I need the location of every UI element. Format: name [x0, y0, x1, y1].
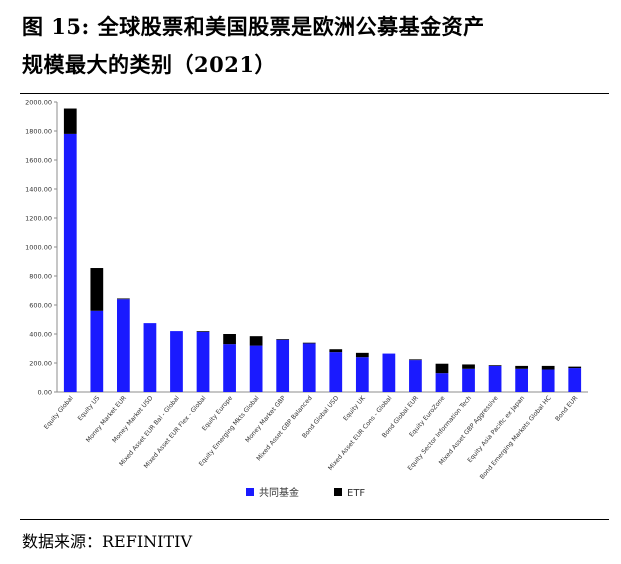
bar-etf-1 [90, 268, 104, 311]
source-divider [20, 519, 609, 520]
bar-etf-7 [249, 336, 263, 346]
bar-etf-2 [117, 298, 130, 300]
bar-mutual-fund-8 [276, 339, 290, 392]
y-tick-label: 800.00 [29, 273, 52, 281]
bar-mutual-fund-13 [409, 360, 422, 392]
bar-etf-15 [462, 364, 475, 369]
x-tick-label: Equity Global [43, 395, 75, 431]
y-tick-label: 200.00 [29, 360, 52, 368]
bar-mutual-fund-1 [90, 310, 104, 392]
bar-mutual-fund-11 [355, 357, 369, 392]
bar-etf-0 [63, 108, 77, 134]
bar-etf-10 [329, 349, 343, 353]
bar-etf-6 [223, 334, 236, 345]
bar-etf-19 [568, 366, 582, 369]
bar-etf-8 [276, 339, 290, 340]
y-tick-label: 1600.00 [25, 157, 52, 165]
bar-etf-18 [541, 365, 555, 370]
bar-mutual-fund-4 [170, 331, 183, 392]
bar-etf-13 [409, 359, 422, 361]
y-tick-label: 0.00 [38, 389, 52, 397]
bar-etf-5 [196, 331, 210, 332]
x-tick-label: Bond EUR [554, 394, 579, 422]
bars [63, 108, 582, 392]
legend-swatch-etf [334, 488, 342, 496]
y-tick-label: 1000.00 [25, 244, 52, 252]
bar-mutual-fund-0 [63, 133, 77, 392]
stacked-bar-chart: 0.00 200.00 400.00 600.00 800.00 1000.00 1200.… [25, 99, 588, 499]
bar-mutual-fund-5 [196, 331, 210, 392]
x-tick-label: Mixed Asset GBP Balanced [255, 395, 313, 463]
source-note: 数据来源：REFINITIV [22, 532, 193, 551]
bar-mutual-fund-6 [223, 344, 236, 392]
x-tick-label: Equity UK [342, 394, 367, 422]
bar-mutual-fund-7 [249, 345, 263, 392]
legend-label-etf: ETF [347, 488, 365, 499]
bar-etf-9 [302, 342, 316, 344]
y-tick-label: 600.00 [29, 302, 52, 310]
bar-mutual-fund-9 [302, 343, 316, 392]
x-tick-label: Equity US [77, 395, 102, 423]
bar-etf-16 [488, 365, 502, 366]
legend-swatch-mutual-fund [246, 488, 254, 496]
title-divider [20, 93, 609, 94]
bar-mutual-fund-10 [329, 352, 343, 392]
bar-etf-14 [435, 363, 449, 374]
y-tick-label: 1200.00 [25, 215, 52, 223]
y-tick-label: 400.00 [29, 331, 52, 339]
figure-title: 图 15: 全球股票和美国股票是欧洲公募基金资产 规模最大的类别（2021） [22, 8, 612, 84]
y-tick-label: 2000.00 [25, 99, 52, 107]
bar-mutual-fund-18 [541, 369, 555, 392]
figure-title-line-1: 图 15: 全球股票和美国股票是欧洲公募基金资产 [22, 14, 485, 39]
bar-mutual-fund-12 [382, 353, 396, 392]
figure-title-line-2: 规模最大的类别（2021） [22, 52, 276, 77]
bar-mutual-fund-17 [515, 368, 528, 392]
legend: 共同基金 ETF [246, 486, 365, 499]
bar-mutual-fund-2 [117, 299, 130, 392]
bar-mutual-fund-14 [435, 373, 449, 392]
bar-etf-17 [515, 365, 528, 369]
legend-label-mutual-fund: 共同基金 [259, 486, 299, 499]
bar-mutual-fund-19 [568, 368, 582, 392]
bar-etf-11 [355, 352, 369, 358]
y-tick-label: 1400.00 [25, 186, 52, 194]
bar-mutual-fund-15 [462, 368, 475, 392]
bar-mutual-fund-3 [143, 323, 157, 392]
y-tick-label: 1800.00 [25, 128, 52, 136]
bar-mutual-fund-16 [488, 365, 502, 392]
